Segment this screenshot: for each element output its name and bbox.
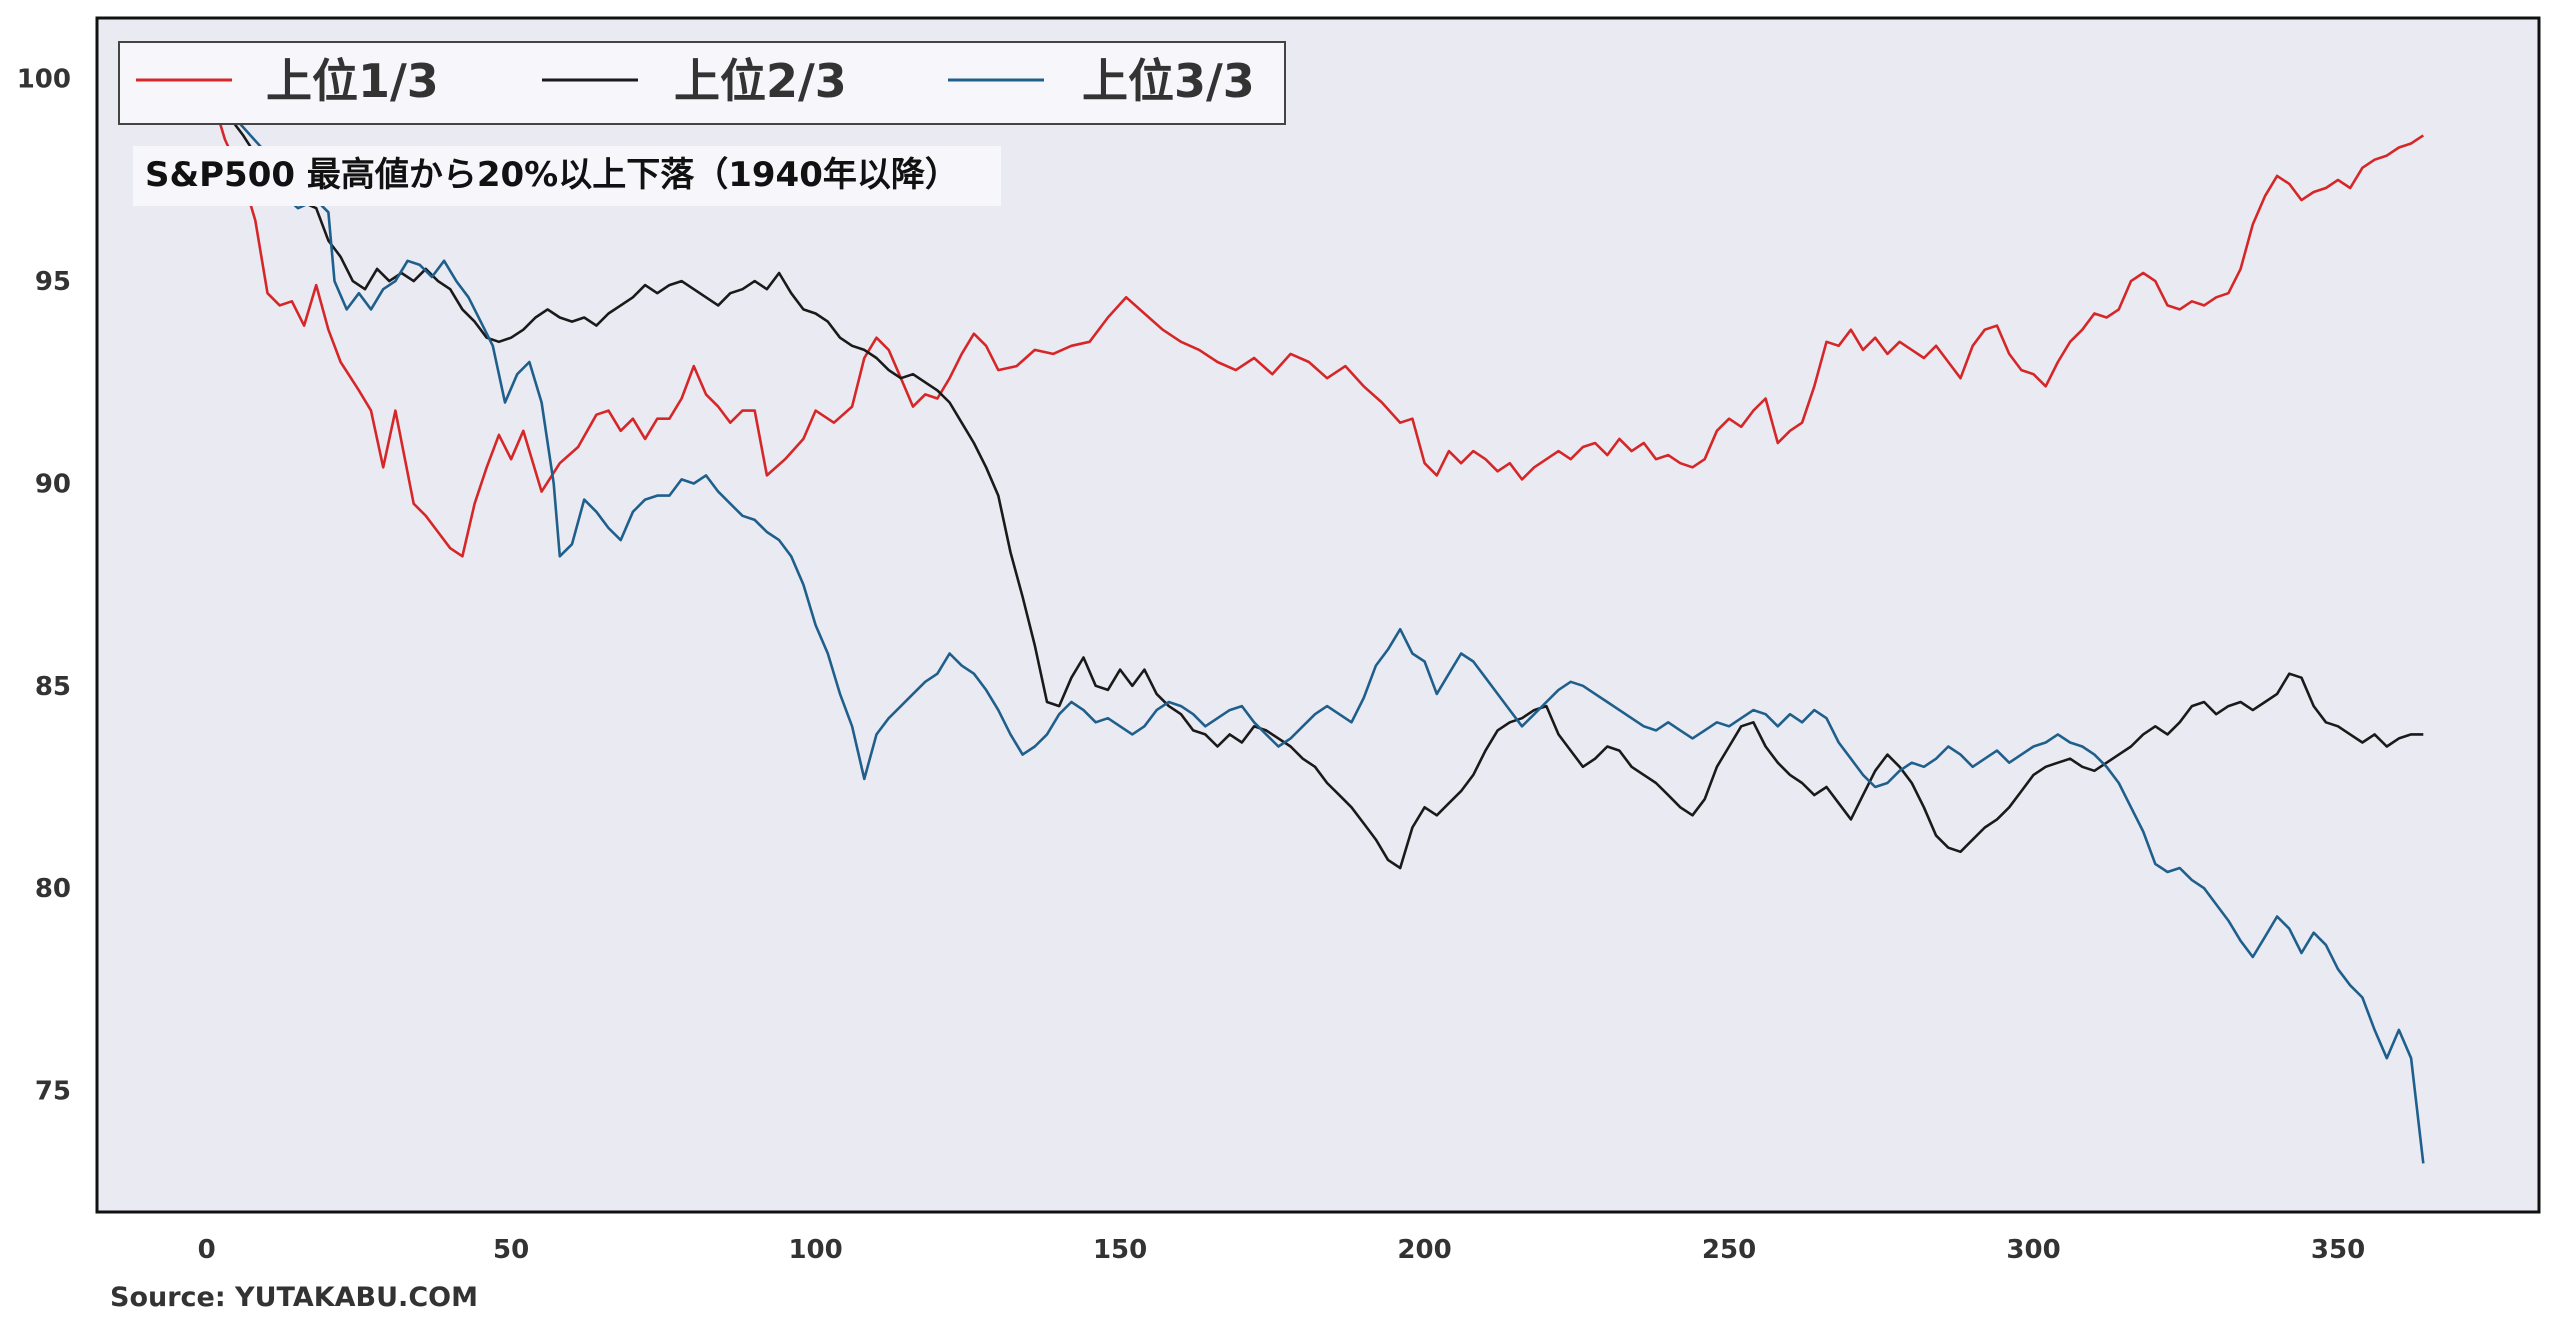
y-tick-label: 90 xyxy=(35,469,71,499)
x-tick-label: 150 xyxy=(1093,1235,1147,1265)
x-axis: 0 50 100 150 200 250 300 350 xyxy=(198,1235,2366,1265)
legend-label-series-3: 上位3/3 xyxy=(1082,54,1255,108)
legend: 上位1/3 上位2/3 上位3/3 xyxy=(118,41,1286,125)
x-tick-label: 50 xyxy=(493,1235,529,1265)
chart-title: S&P500 最高値から20%以上下落（1940年以降） xyxy=(145,155,959,195)
x-tick-label: 300 xyxy=(2006,1235,2060,1265)
series-line-1 xyxy=(205,78,2425,558)
series-lines xyxy=(205,77,2425,1164)
y-tick-label: 100 xyxy=(17,65,71,95)
source-credit: Source: YUTAKABU.COM xyxy=(110,1282,478,1313)
x-tick-label: 350 xyxy=(2311,1235,2365,1265)
y-tick-label: 80 xyxy=(35,874,71,904)
y-tick-label: 95 xyxy=(35,267,71,297)
title-background xyxy=(133,146,1001,206)
legend-label-series-1: 上位1/3 xyxy=(266,54,439,108)
x-tick-label: 100 xyxy=(788,1235,842,1265)
legend-box xyxy=(118,41,1286,125)
legend-label-series-2: 上位2/3 xyxy=(674,54,847,108)
y-tick-label: 85 xyxy=(35,672,71,702)
y-tick-label: 75 xyxy=(35,1077,71,1107)
x-tick-label: 0 xyxy=(198,1235,216,1265)
plot-area xyxy=(95,16,2541,1214)
series-line-3 xyxy=(205,77,2425,1164)
series-line-2 xyxy=(205,78,2424,870)
chart-title-box: S&P500 最高値から20%以上下落（1940年以降） xyxy=(133,146,1001,206)
x-tick-label: 200 xyxy=(1397,1235,1451,1265)
x-tick-label: 250 xyxy=(1702,1235,1756,1265)
y-axis: 75 80 85 90 95 100 xyxy=(17,65,71,1107)
